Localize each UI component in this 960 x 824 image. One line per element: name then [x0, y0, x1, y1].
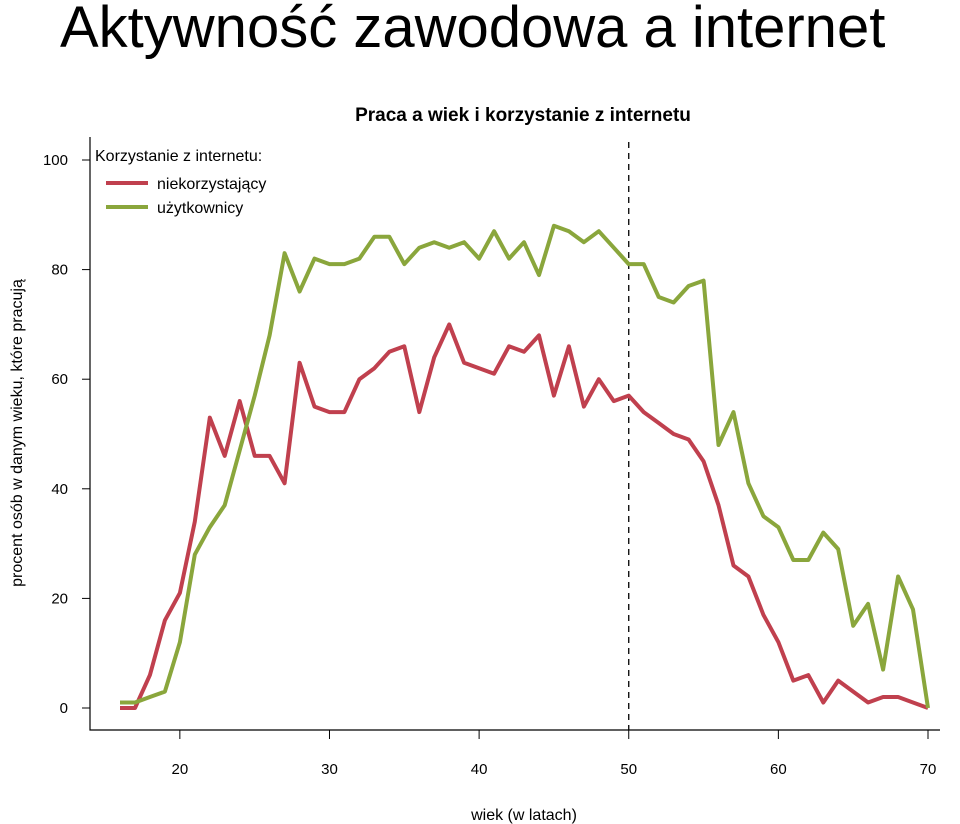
- series-line-niekorzystajacy: [120, 322, 929, 710]
- x-tick-label: 70: [920, 761, 937, 778]
- y-tick-label: 100: [43, 152, 68, 169]
- x-tick-label: 40: [471, 761, 488, 778]
- series-lines: [120, 223, 930, 710]
- chart-title: Praca a wiek i korzystanie z internetu: [355, 105, 691, 126]
- y-tick-label: 20: [51, 590, 68, 607]
- slide-title: Aktywność zawodowa a internet: [60, 0, 886, 60]
- x-tick-label: 20: [172, 761, 189, 778]
- y-axis-label: procent osób w danym wieku, które pracuj…: [9, 279, 26, 587]
- x-tick-label: 50: [620, 761, 637, 778]
- legend: Korzystanie z internetu: niekorzystający…: [95, 148, 266, 217]
- x-tick-label: 60: [770, 761, 787, 778]
- axes: [89, 137, 940, 731]
- y-tick-label: 0: [60, 700, 68, 717]
- x-tick-label: 30: [321, 761, 338, 778]
- legend-label-uzytkownicy: użytkownicy: [157, 200, 243, 217]
- x-axis-ticks: 20 30 40 50 60 70: [172, 730, 937, 778]
- y-tick-label: 80: [51, 262, 68, 279]
- legend-title: Korzystanie z internetu:: [95, 148, 262, 165]
- x-axis-label: wiek (w latach): [470, 807, 577, 824]
- series-line-uzytkownicy: [120, 223, 930, 709]
- y-tick-label: 40: [51, 481, 68, 498]
- legend-label-niekorzystajacy: niekorzystający: [157, 176, 266, 193]
- axis-frame: [89, 137, 940, 731]
- y-axis-ticks: 0 20 40 60 80 100: [43, 152, 90, 717]
- y-tick-label: 60: [51, 371, 68, 388]
